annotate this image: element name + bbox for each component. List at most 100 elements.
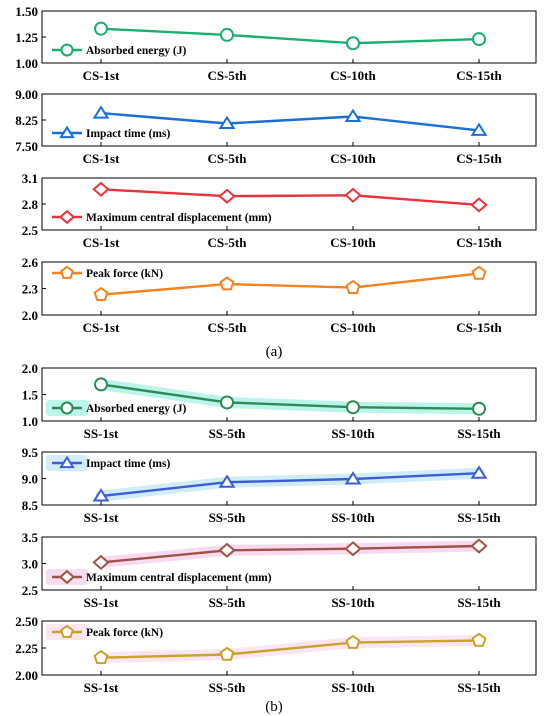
data-point bbox=[218, 474, 236, 488]
chart-panel-b-4: 2.00 2.25 2.50 SS-1st SS-5th SS-10th SS-15th Pe… bbox=[15, 614, 537, 695]
data-point bbox=[219, 646, 235, 661]
x-tick-label: CS-10th bbox=[330, 68, 376, 83]
caption-b: (b) bbox=[265, 699, 283, 715]
data-point bbox=[220, 395, 234, 410]
series-line bbox=[100, 383, 480, 410]
series-line bbox=[100, 188, 480, 207]
data-point bbox=[470, 122, 488, 136]
data-point bbox=[472, 401, 486, 416]
y-tick-label: 1.5 bbox=[22, 388, 39, 403]
x-tick-label: SS-10th bbox=[331, 426, 375, 441]
legend-marker bbox=[59, 125, 75, 139]
legend-label: Maximum central displacement (mm) bbox=[86, 572, 272, 584]
y-tick-label: 8.25 bbox=[15, 113, 38, 128]
legend-marker bbox=[59, 455, 75, 469]
y-tick-label: 1.25 bbox=[15, 30, 38, 45]
y-tick-label: 2.6 bbox=[22, 255, 39, 270]
data-point bbox=[93, 649, 109, 665]
legend-marker bbox=[60, 401, 74, 415]
y-tick-label: 2.3 bbox=[22, 282, 39, 297]
data-point bbox=[92, 181, 110, 197]
data-point bbox=[219, 276, 235, 291]
x-tick-label: SS-15th bbox=[457, 510, 501, 525]
x-tick-label: CS-15th bbox=[456, 151, 502, 166]
data-point bbox=[218, 188, 236, 204]
chart-panel-a-3: 2.5 2.8 3.1 CS-1st CS-5th CS-10th CS-15th Maxim… bbox=[22, 171, 537, 250]
y-tick-label: 3.1 bbox=[22, 171, 38, 186]
data-point bbox=[218, 542, 236, 558]
x-tick-label: SS-15th bbox=[457, 595, 501, 610]
x-tick-label: SS-5th bbox=[209, 426, 247, 441]
x-tick-label: CS-5th bbox=[207, 151, 247, 166]
x-tick-label: SS-1st bbox=[84, 510, 119, 525]
data-point bbox=[344, 541, 362, 557]
x-tick-label: SS-5th bbox=[209, 510, 247, 525]
data-point bbox=[93, 286, 109, 301]
legend-marker bbox=[58, 209, 76, 225]
y-tick-label: 9.00 bbox=[15, 87, 38, 102]
data-point bbox=[345, 279, 361, 294]
x-tick-label: CS-15th bbox=[456, 235, 502, 250]
legend-label: Impact time (ms) bbox=[86, 458, 170, 470]
series-line bbox=[100, 639, 480, 659]
data-point bbox=[92, 488, 110, 502]
x-tick-label: SS-10th bbox=[331, 595, 375, 610]
y-tick-label: 2.8 bbox=[22, 197, 39, 212]
x-tick-label: CS-1st bbox=[83, 235, 121, 250]
x-tick-label: CS-1st bbox=[83, 320, 121, 335]
data-point bbox=[471, 265, 487, 280]
legend-label: Maximum central displacement (mm) bbox=[86, 212, 272, 224]
data-point bbox=[344, 108, 362, 122]
legend-label: Absorbed energy (J) bbox=[86, 403, 186, 415]
x-tick-label: SS-5th bbox=[209, 595, 247, 610]
x-tick-label: SS-1st bbox=[84, 426, 119, 441]
x-tick-label: CS-10th bbox=[330, 235, 376, 250]
chart-panel-a-4: 2.0 2.3 2.6 CS-1st CS-5th CS-10th CS-15th Peak … bbox=[22, 255, 537, 335]
data-point bbox=[218, 115, 236, 129]
y-tick-label: 2.0 bbox=[22, 308, 38, 323]
y-tick-label: 8.5 bbox=[22, 498, 39, 513]
x-tick-label: CS-5th bbox=[207, 68, 247, 83]
x-tick-label: SS-1st bbox=[84, 595, 119, 610]
data-point bbox=[346, 400, 360, 415]
data-point bbox=[220, 27, 234, 42]
data-point bbox=[344, 187, 362, 203]
series-line bbox=[100, 111, 480, 132]
legend-marker bbox=[58, 569, 76, 585]
data-point bbox=[344, 471, 362, 485]
legend-marker bbox=[60, 265, 74, 279]
y-tick-label: 1.00 bbox=[15, 56, 38, 71]
y-tick-label: 1.0 bbox=[22, 414, 38, 429]
chart-panel-a-2: 7.50 8.25 9.00 CS-1st CS-5th CS-10th CS-15th Im… bbox=[15, 87, 537, 166]
x-tick-label: CS-10th bbox=[330, 151, 376, 166]
data-point bbox=[470, 538, 488, 554]
y-tick-label: 9.0 bbox=[22, 472, 38, 487]
data-point bbox=[94, 377, 108, 392]
data-point bbox=[471, 632, 487, 647]
data-point bbox=[345, 634, 361, 649]
y-tick-label: 9.5 bbox=[22, 445, 39, 460]
data-point bbox=[94, 21, 108, 36]
x-tick-label: CS-5th bbox=[207, 235, 247, 250]
y-tick-label: 2.5 bbox=[22, 583, 39, 598]
y-tick-label: 3.0 bbox=[22, 557, 38, 572]
legend-marker bbox=[60, 624, 74, 638]
y-tick-label: 3.5 bbox=[22, 530, 39, 545]
x-tick-label: SS-10th bbox=[331, 510, 375, 525]
x-tick-label: SS-10th bbox=[331, 680, 375, 695]
series-line bbox=[100, 272, 480, 296]
chart-panel-b-1: 1.0 1.5 2.0 SS-1st SS-5th SS-10th SS-15th Absor… bbox=[22, 361, 537, 441]
x-tick-label: CS-5th bbox=[207, 320, 247, 335]
x-tick-label: SS-15th bbox=[457, 680, 501, 695]
legend-label: Impact time (ms) bbox=[86, 128, 170, 140]
y-tick-label: 2.0 bbox=[22, 361, 38, 376]
caption-a: (a) bbox=[266, 344, 283, 360]
series-line bbox=[100, 544, 480, 564]
chart-panel-a-1: 1.00 1.25 1.50 CS-1st CS-5th CS-10th CS-15th Ab… bbox=[15, 4, 537, 83]
legend-marker bbox=[60, 43, 74, 57]
chart-panel-b-2: 8.5 9.0 9.5 SS-1st SS-5th SS-10th SS-15th Impac… bbox=[22, 445, 537, 525]
x-tick-label: CS-1st bbox=[83, 151, 121, 166]
y-tick-label: 2.25 bbox=[15, 641, 38, 656]
y-tick-label: 2.50 bbox=[15, 614, 38, 629]
